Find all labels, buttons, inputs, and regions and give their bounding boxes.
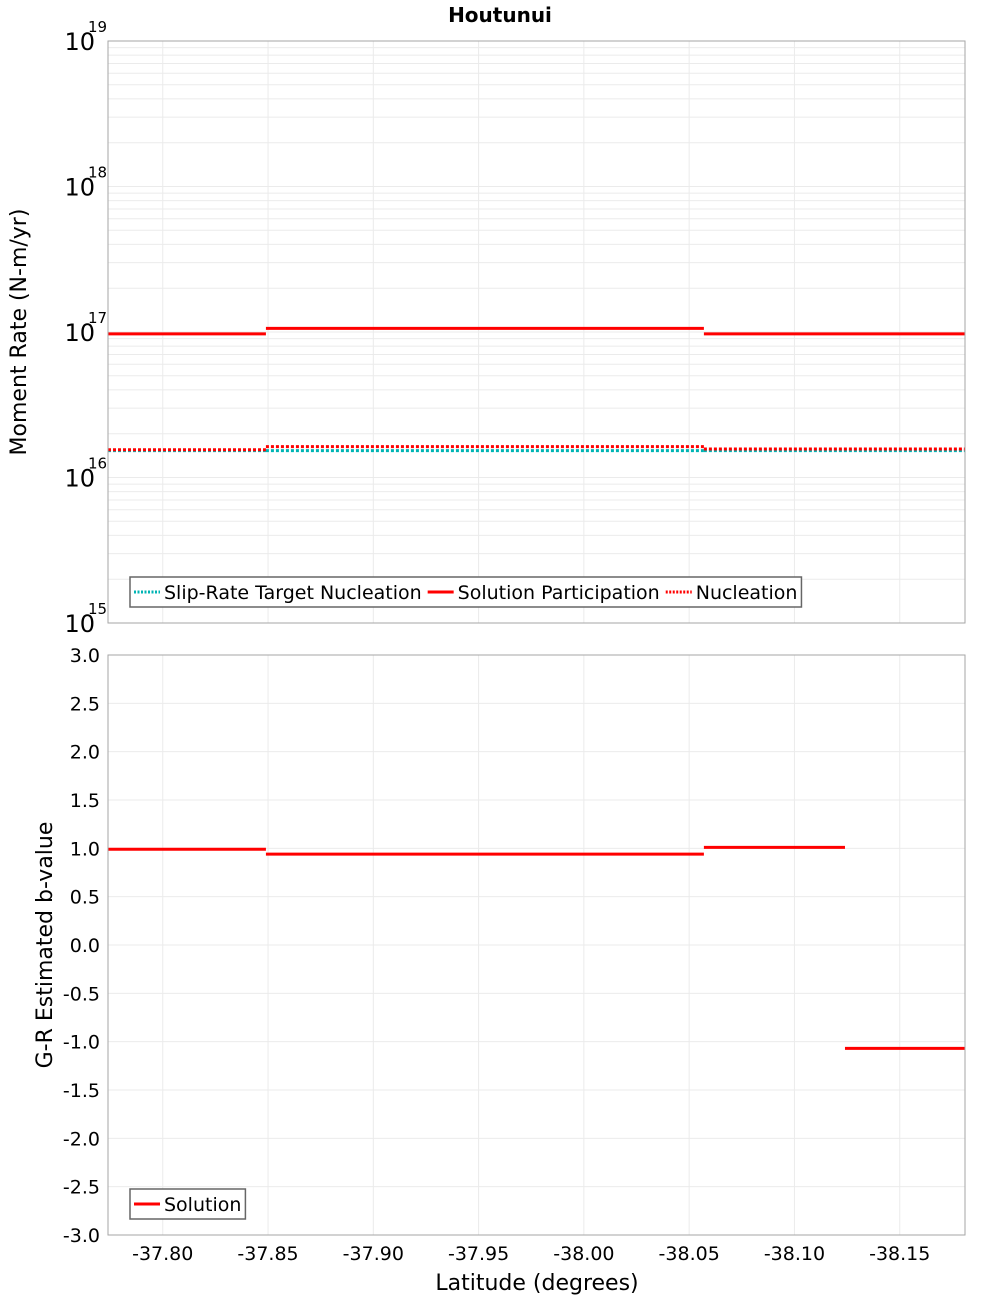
top-y-axis-label: Moment Rate (N-m/yr) [7,209,32,456]
legend-label: Solution [164,1194,241,1216]
y-tick-label: 2.5 [70,693,100,715]
chart-figure: Houtunui 10191018101710161015 Moment Rat… [0,0,1000,1300]
y-tick-label: -2.5 [63,1177,100,1199]
y-tick-label: -1.5 [63,1080,100,1102]
moment-rate-panel: 10191018101710161015 Moment Rate (N-m/yr… [7,18,965,638]
y-tick-label: 1.0 [70,838,100,860]
bottom-y-axis-label: G-R Estimated b-value [33,822,58,1069]
x-tick-label: -37.95 [448,1243,509,1265]
legend-label: Solution Participation [458,582,660,604]
y-tick-label: 2.0 [70,742,100,764]
y-tick-exponent: 16 [88,455,107,473]
x-tick-label: -37.80 [132,1243,193,1265]
x-tick-label: -37.85 [237,1243,298,1265]
y-tick-exponent: 19 [88,18,107,36]
x-tick-label: -38.15 [869,1243,930,1265]
y-tick-label: 1.5 [70,790,100,812]
y-tick-label: 3.0 [70,645,100,667]
chart-canvas: Houtunui 10191018101710161015 Moment Rat… [0,0,1000,1300]
y-tick-label: -0.5 [63,983,100,1005]
top-y-axis-ticks: 10191018101710161015 [64,18,107,638]
b-value-panel: 3.0 2.5 2.0 1.5 1.0 0.5 0.0 -0.5 -1.0 -1.5 -2.0 -2.… [33,645,965,1296]
legend-label: Slip-Rate Target Nucleation [164,582,422,604]
top-legend: Slip-Rate Target Nucleation Solution Part… [130,577,801,607]
y-tick-exponent: 15 [88,600,107,618]
y-tick-label: 0.0 [70,935,100,957]
x-axis-label: Latitude (degrees) [435,1271,638,1296]
bottom-legend: Solution [130,1189,245,1219]
y-tick-label: -3.0 [63,1225,100,1247]
x-tick-label: -38.05 [659,1243,720,1265]
x-tick-label: -37.90 [343,1243,404,1265]
chart-title: Houtunui [448,3,552,27]
y-tick-exponent: 18 [88,164,107,182]
x-axis-ticks: -37.80 -37.85 -37.90 -37.95 -38.00 -38.05 -38.… [132,1243,930,1265]
y-tick-label: -1.0 [63,1032,100,1054]
y-tick-label: -2.0 [63,1128,100,1150]
bottom-y-axis-ticks: 3.0 2.5 2.0 1.5 1.0 0.5 0.0 -0.5 -1.0 -1.5 -2.0 -2.… [63,645,100,1247]
legend-label: Nucleation [696,582,798,604]
y-tick-exponent: 17 [88,309,107,327]
x-tick-label: -38.00 [553,1243,614,1265]
y-tick-label: 0.5 [70,887,100,909]
x-tick-label: -38.10 [764,1243,825,1265]
